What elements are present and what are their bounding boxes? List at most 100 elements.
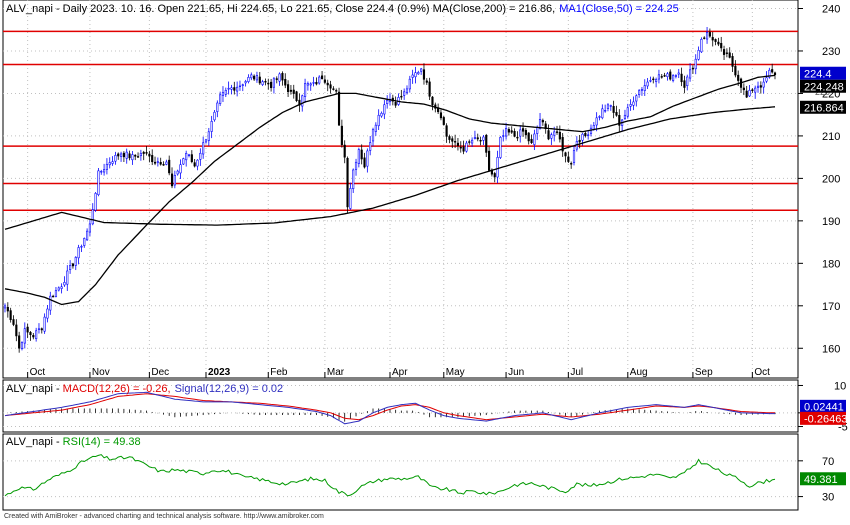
candle-body — [187, 154, 191, 156]
candle-body — [408, 78, 411, 90]
candle-body — [207, 131, 210, 141]
candle-body — [190, 154, 193, 163]
date-x-tick-label: Jul — [570, 367, 583, 378]
candle-body — [672, 75, 675, 81]
candle-body — [23, 328, 26, 344]
candle-body — [482, 136, 485, 141]
price-y-tick-label: 230 — [822, 46, 840, 58]
candle-body — [3, 305, 7, 309]
date-x-tick-label: Feb — [270, 367, 288, 378]
candle-body — [691, 67, 694, 70]
candle-body — [451, 138, 454, 142]
candle-body — [686, 76, 689, 86]
price-gridlines — [3, 0, 798, 378]
candle-body — [57, 287, 60, 291]
candle-body — [264, 81, 267, 83]
macd-lines — [4, 391, 776, 425]
candle-body — [697, 50, 700, 60]
last-price-label-bg — [800, 66, 846, 80]
candle-body — [168, 159, 171, 174]
candle-body — [204, 139, 208, 143]
candle-body — [125, 151, 128, 159]
candle-body — [502, 135, 505, 137]
candle-body — [414, 72, 417, 78]
candle-body — [117, 153, 120, 157]
candle-body — [411, 74, 414, 78]
candle-body — [383, 104, 386, 115]
macd-panel: 100-5 ALV_napi - MACD(12,26) = -0.26,Sig… — [2, 379, 848, 434]
date-x-axis: Oct Nov Dec 2023 Feb Mar Apr May Jun Jul Aug Sep Oct — [27, 367, 770, 378]
candle-body — [507, 129, 510, 133]
candle-body — [533, 133, 536, 145]
candle-body — [638, 90, 641, 95]
macd-header-macd: MACD(12,26) = -0.26, — [63, 383, 171, 395]
candle-body — [572, 150, 576, 163]
candle-body — [640, 89, 644, 91]
candle-body — [400, 95, 403, 98]
candle-body — [43, 316, 46, 332]
date-x-tick-label: Mar — [327, 367, 345, 378]
candle-body — [488, 150, 491, 171]
candle-body — [134, 154, 137, 157]
candle-body — [717, 41, 720, 45]
resistance-support-lines — [3, 30, 798, 211]
candle-body — [74, 257, 77, 266]
candle-body — [343, 144, 346, 158]
candle-body — [694, 58, 697, 70]
candle-body — [431, 96, 434, 106]
candle-body — [335, 90, 338, 92]
candle-body — [153, 161, 157, 164]
price-y-tick-label: 240 — [822, 3, 840, 15]
candle-body — [768, 69, 771, 78]
candle-body — [199, 152, 202, 160]
candle-body — [337, 91, 341, 126]
price-header-symbol: ALV_napi — [6, 3, 53, 15]
candle-body — [185, 153, 188, 161]
date-x-tick-label: May — [446, 367, 465, 378]
candle-body — [612, 106, 615, 113]
candle-body — [369, 142, 372, 151]
candle-body — [9, 310, 12, 321]
candle-body — [32, 335, 35, 338]
candle-body — [49, 295, 52, 311]
candle-body — [728, 52, 731, 58]
candle-body — [386, 100, 389, 104]
candle-body — [510, 130, 513, 133]
candle-body — [278, 73, 281, 82]
date-x-tick-label: Jun — [508, 367, 524, 378]
candle-body — [731, 56, 734, 67]
price-header: ALV_napi - Daily 2023. 10. 16. Open 221.… — [6, 3, 679, 15]
candle-body — [306, 83, 309, 86]
candle-body — [312, 82, 315, 84]
candle-body — [323, 79, 326, 83]
candle-body — [601, 108, 604, 119]
ma200-value-label-bg — [800, 100, 846, 114]
candle-body — [660, 76, 663, 78]
candle-body — [737, 74, 740, 81]
candle-body — [626, 107, 629, 117]
candle-body — [454, 141, 457, 143]
candle-body — [255, 75, 259, 81]
candle-body — [561, 137, 564, 152]
rsi-y-tick-label: 30 — [822, 492, 834, 504]
candle-body — [468, 141, 471, 143]
candle-body — [771, 69, 774, 73]
candle-body — [516, 136, 519, 139]
candle-body — [94, 193, 97, 211]
candle-body — [77, 247, 80, 259]
candle-body — [329, 84, 332, 89]
candle-body — [219, 94, 222, 104]
candle-body — [471, 139, 474, 144]
candle-body — [521, 128, 525, 132]
candle-body — [230, 87, 233, 90]
candle-body — [456, 142, 460, 146]
candle-body — [581, 133, 584, 141]
candle-body — [35, 330, 38, 340]
candle-body — [524, 129, 527, 136]
candle-body — [179, 164, 182, 174]
candlestick-series — [3, 26, 777, 353]
candle-body — [595, 117, 598, 126]
candle-body — [374, 124, 377, 132]
